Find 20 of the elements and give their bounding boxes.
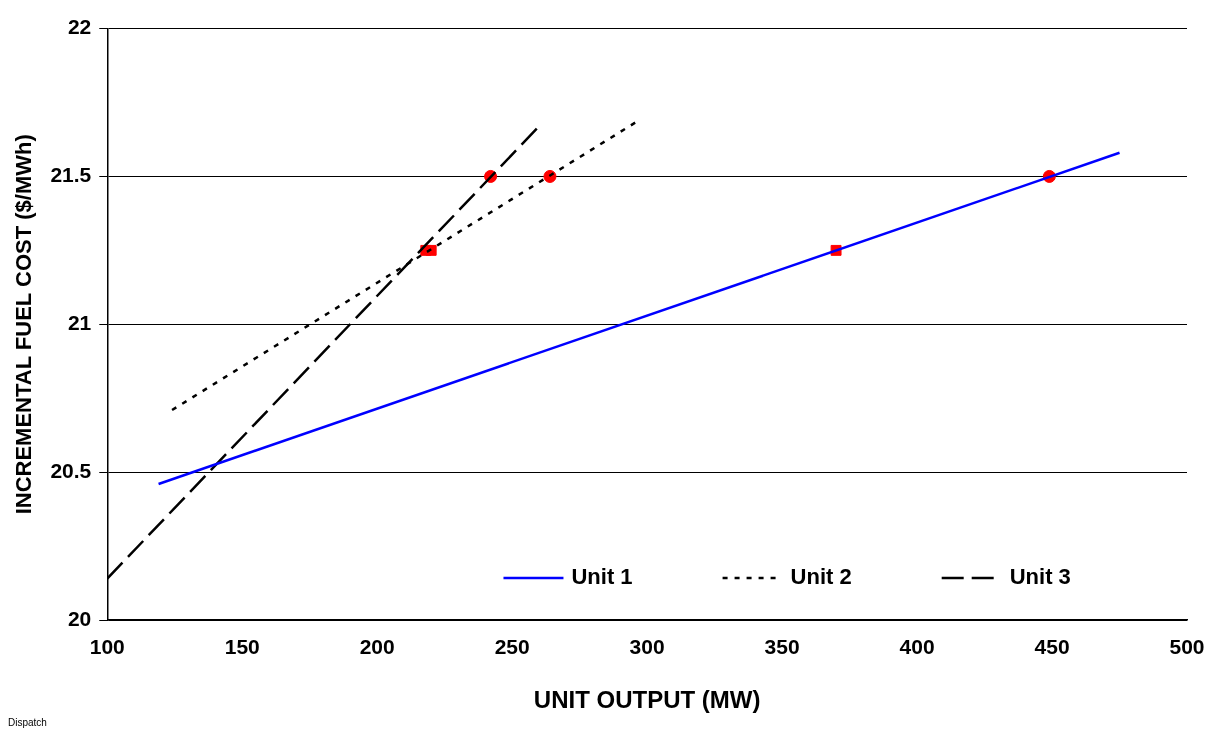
x-tick-label: 350	[764, 635, 800, 659]
legend-label: Unit 1	[571, 564, 633, 590]
x-tick-label: 250	[494, 635, 530, 659]
text: Dispatch	[8, 717, 47, 728]
y-tick-label: 20	[67, 606, 92, 630]
y-tick-label: 21.5	[50, 163, 92, 187]
y-axis-title: INCREMENTAL FUEL COST ($/MWh)	[11, 134, 37, 515]
y-tick-label: 20.5	[50, 458, 92, 482]
x-tick-label: 450	[1034, 635, 1070, 659]
x-tick-label: 100	[89, 635, 125, 659]
x-tick-label: 200	[359, 635, 395, 659]
y-tick-label: 22	[67, 15, 92, 39]
x-tick-label: 150	[224, 635, 260, 659]
x-tick-label: 300	[629, 635, 665, 659]
x-axis-title: UNIT OUTPUT (MW)	[533, 686, 761, 714]
x-tick-label: 500	[1169, 635, 1205, 659]
legend-label: Unit 2	[790, 564, 852, 590]
x-tick-label: 400	[899, 635, 935, 659]
legend-label: Unit 3	[1009, 564, 1071, 590]
y-tick-label: 21	[67, 311, 92, 335]
